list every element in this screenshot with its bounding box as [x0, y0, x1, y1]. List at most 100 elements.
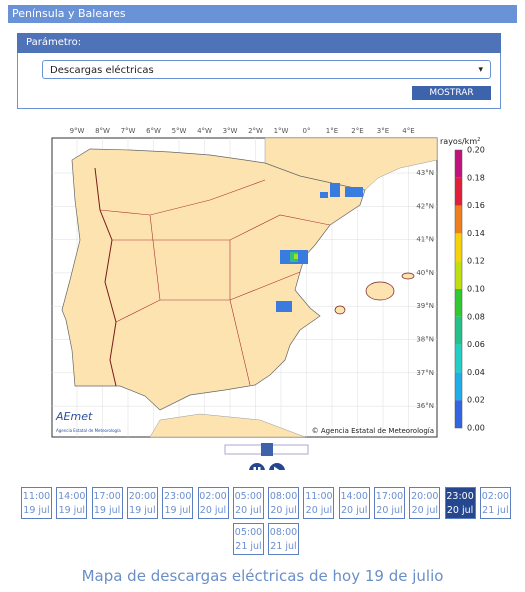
time-time: 05:00	[234, 527, 263, 538]
time-button[interactable]: 20:00 19 jul	[126, 487, 158, 519]
time-date: 20 jul	[340, 505, 368, 516]
time-time: 02:00	[199, 491, 227, 502]
time-time: 23:00	[446, 491, 474, 502]
morocco	[149, 413, 306, 438]
region-header: Península y Baleares	[8, 5, 517, 23]
legend-tick-label: 0.08	[467, 312, 485, 321]
legend-tick-label: 0.12	[467, 257, 485, 266]
longitude-label: 2°W	[248, 127, 263, 135]
copyright: © Agencia Estatal de Meteorología	[312, 427, 434, 435]
pause-button[interactable]	[249, 463, 265, 470]
time-button[interactable]: 08:00 20 jul	[268, 487, 300, 519]
time-date: 21 jul	[482, 505, 509, 516]
logo: AEmet	[55, 410, 93, 423]
time-time: 20:00	[128, 491, 157, 502]
legend-frame	[454, 149, 463, 429]
legend-band	[455, 344, 462, 373]
time-button[interactable]: 05:00 20 jul	[232, 487, 264, 519]
time-time: 14:00	[58, 491, 86, 502]
legend-tick-label: 0.00	[467, 424, 485, 433]
latitude-label: 39°N	[416, 302, 434, 310]
latitude-label: 37°N	[416, 369, 434, 377]
time-date: 20 jul	[446, 505, 474, 516]
latitude-label: 38°N	[416, 336, 434, 344]
mallorca	[365, 281, 395, 301]
latitude-label: 36°N	[416, 402, 434, 410]
legend-tick-label: 0.16	[467, 201, 485, 210]
longitude-label: 0°	[303, 127, 311, 135]
time-date: 20 jul	[305, 505, 333, 516]
time-button[interactable]: 17:00 19 jul	[91, 487, 123, 519]
time-date: 20 jul	[411, 505, 438, 516]
slider-handle[interactable]	[261, 443, 273, 456]
longitude-label: 9°W	[70, 127, 85, 135]
latitude-label: 43°N	[416, 169, 434, 177]
legend-tick-label: 0.06	[467, 340, 485, 349]
legend-band	[455, 150, 462, 178]
time-time: 11:00	[305, 491, 333, 502]
latitude-label: 41°N	[416, 236, 434, 244]
longitude-label: 4°E	[402, 127, 414, 135]
show-button[interactable]: MOSTRAR	[412, 86, 491, 100]
time-button[interactable]: 14:00 20 jul	[338, 487, 370, 519]
time-button[interactable]: 05:00 21 jul	[233, 523, 264, 555]
time-button[interactable]: 11:00 20 jul	[303, 487, 335, 519]
parameter-select[interactable]: Descargas eléctricas	[42, 60, 491, 80]
time-date: 21 jul	[235, 541, 262, 552]
legend-tick-label: 0.02	[467, 396, 485, 405]
legend-tick-label: 0.14	[467, 229, 485, 238]
lightning	[276, 183, 363, 312]
legend-tick-label: 0.20	[467, 146, 485, 155]
time-button[interactable]: 20:00 20 jul	[409, 487, 441, 519]
legend-band	[455, 316, 462, 345]
legend-tick-label: 0.10	[467, 285, 485, 294]
longitude-label: 8°W	[95, 127, 110, 135]
longitude-label: 7°W	[121, 127, 136, 135]
legend-band	[455, 261, 462, 289]
time-time: 08:00	[269, 491, 298, 502]
time-time: 08:00	[269, 527, 298, 538]
time-button[interactable]: 02:00 20 jul	[197, 487, 229, 519]
time-button[interactable]: 11:00 19 jul	[21, 487, 52, 519]
time-time: 23:00	[163, 491, 192, 502]
time-date: 19 jul	[58, 505, 85, 516]
time-time: 20:00	[411, 491, 439, 502]
time-button[interactable]: 02:00 21 jul	[479, 487, 511, 519]
time-button[interactable]: 08:00 21 jul	[268, 523, 299, 555]
legend-tick-label: 0.04	[467, 368, 485, 377]
legend-band	[455, 400, 462, 428]
time-button[interactable]: 14:00 19 jul	[56, 487, 88, 519]
logo-subtitle: Agencia Estatal de Meteorología	[56, 428, 121, 433]
longitude-label: 6°W	[146, 127, 161, 135]
time-date: 20 jul	[270, 505, 297, 516]
longitude-label: 2°E	[351, 127, 363, 135]
time-time: 14:00	[340, 491, 368, 502]
longitude-label: 3°E	[377, 127, 389, 135]
region-borders	[99, 179, 331, 386]
legend-title: rayos/km2	[440, 137, 480, 146]
longitude-label: 3°W	[223, 127, 238, 135]
longitude-label: 5°W	[172, 127, 187, 135]
play-button[interactable]	[269, 463, 285, 470]
latitude-label: 42°N	[416, 202, 434, 210]
time-time: 05:00	[234, 491, 262, 502]
time-button[interactable]: 23:00 20 jul	[444, 487, 476, 519]
map: 9°W 8°W 7°W 6°W 5°W 4°W 3°W 2°W 1°W 0° 1°E 2°E 3°E 4°…	[51, 127, 485, 470]
legend-tick-label: 0.18	[467, 173, 485, 182]
ibiza	[334, 305, 346, 315]
menorca	[401, 272, 415, 280]
time-date: 21 jul	[270, 541, 297, 552]
time-date: 19 jul	[164, 505, 191, 516]
time-button[interactable]: 17:00 20 jul	[374, 487, 405, 519]
time-time: 17:00	[375, 491, 404, 502]
latitude-label: 40°N	[416, 269, 434, 277]
time-button[interactable]: 23:00 19 jul	[162, 487, 194, 519]
legend-band	[455, 205, 462, 234]
legend-band	[455, 289, 462, 317]
longitude-label: 4°W	[197, 127, 212, 135]
longitude-label: 1°W	[274, 127, 289, 135]
time-date: 20 jul	[235, 505, 262, 516]
time-date: 20 jul	[376, 505, 403, 516]
time-time: 17:00	[93, 491, 121, 502]
